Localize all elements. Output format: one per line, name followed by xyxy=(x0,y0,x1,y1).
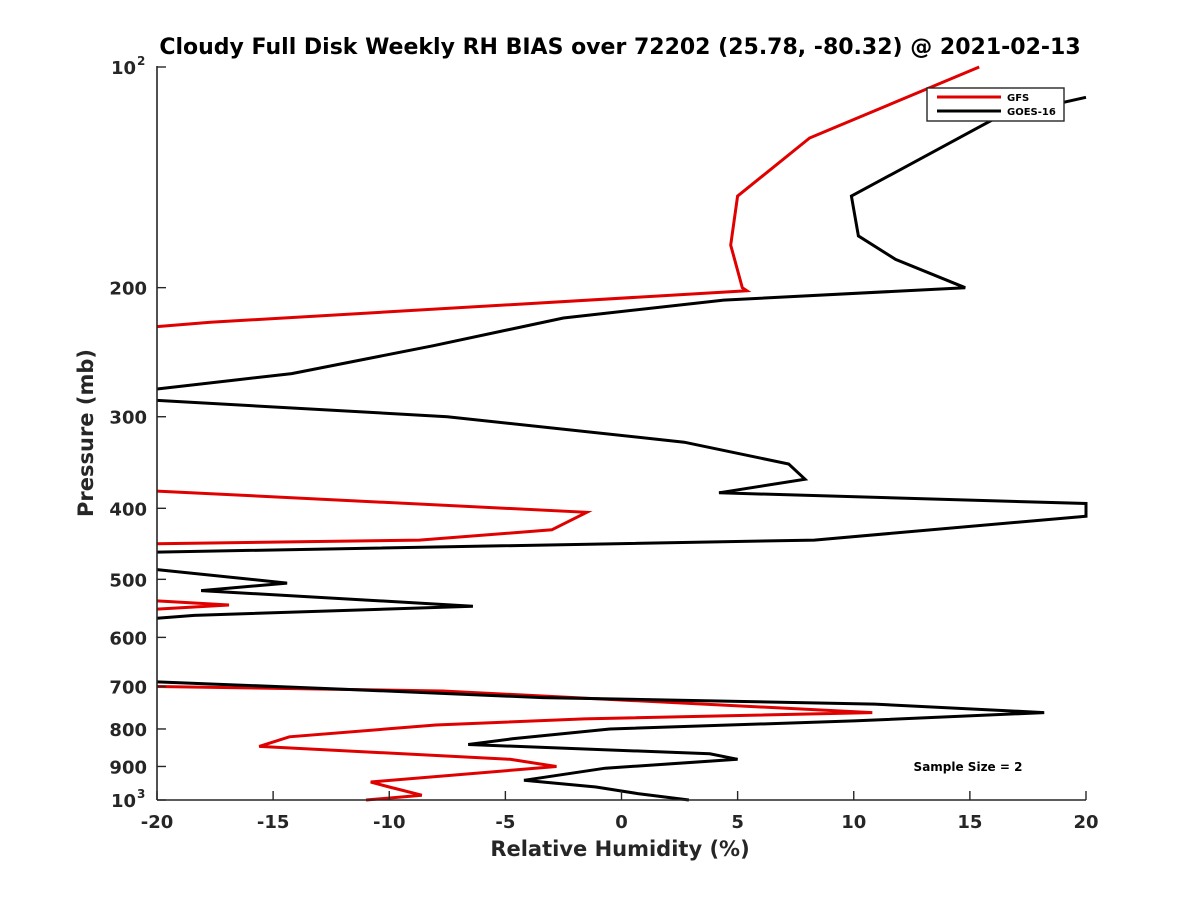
plot-frame xyxy=(157,67,1086,800)
series-line-segment xyxy=(156,489,593,546)
y-tick-label: 600 xyxy=(109,628,147,649)
y-axis-label: Pressure (mb) xyxy=(74,349,98,517)
series-line-segment xyxy=(156,568,473,620)
legend: GFS GOES-16 xyxy=(926,87,1065,122)
x-tick-label: 15 xyxy=(957,812,982,833)
x-tick-label: 0 xyxy=(615,812,628,833)
series-line-segment xyxy=(156,685,873,802)
y-tick-label: 10 2 xyxy=(111,54,145,79)
series-line-segment xyxy=(156,398,1088,554)
y-tick-label: 10 3 xyxy=(111,787,145,812)
y-tick-label: 700 xyxy=(109,677,147,698)
y-tick-label: 800 xyxy=(109,720,147,741)
x-tick-label: -20 xyxy=(141,812,174,833)
series-line-segment xyxy=(156,65,980,329)
sample-size-annotation: Sample Size = 2 xyxy=(914,760,1023,774)
y-tick-label: 200 xyxy=(109,279,147,300)
x-tick-label: -5 xyxy=(495,812,515,833)
series-line-segment xyxy=(156,680,1045,802)
y-tick-exponent: 2 xyxy=(137,54,145,68)
series-gfs xyxy=(156,65,980,802)
x-tick-label: 10 xyxy=(841,812,866,833)
series-line-segment xyxy=(156,95,1087,391)
y-tick-label: 900 xyxy=(109,757,147,778)
series-layer xyxy=(156,65,1088,802)
series-line-segment xyxy=(156,599,230,611)
y-tick-base: 10 xyxy=(111,58,136,79)
y-tick-label: 400 xyxy=(109,499,147,520)
legend-label: GFS xyxy=(1007,93,1029,104)
x-tick-label: 5 xyxy=(731,812,744,833)
x-tick-label: -10 xyxy=(373,812,406,833)
y-tick-exponent: 3 xyxy=(137,787,145,801)
legend-label: GOES-16 xyxy=(1007,107,1056,118)
legend-box xyxy=(926,87,1065,122)
x-tick-label: -15 xyxy=(257,812,290,833)
x-axis-label: Relative Humidity (%) xyxy=(490,837,749,861)
series-goes-16 xyxy=(156,95,1088,802)
y-tick-label: 500 xyxy=(109,570,147,591)
y-tick-base: 10 xyxy=(111,791,136,812)
x-tick-label: 20 xyxy=(1073,812,1098,833)
y-tick-label: 300 xyxy=(109,408,147,429)
chart-title: Cloudy Full Disk Weekly RH BIAS over 722… xyxy=(159,35,1080,60)
